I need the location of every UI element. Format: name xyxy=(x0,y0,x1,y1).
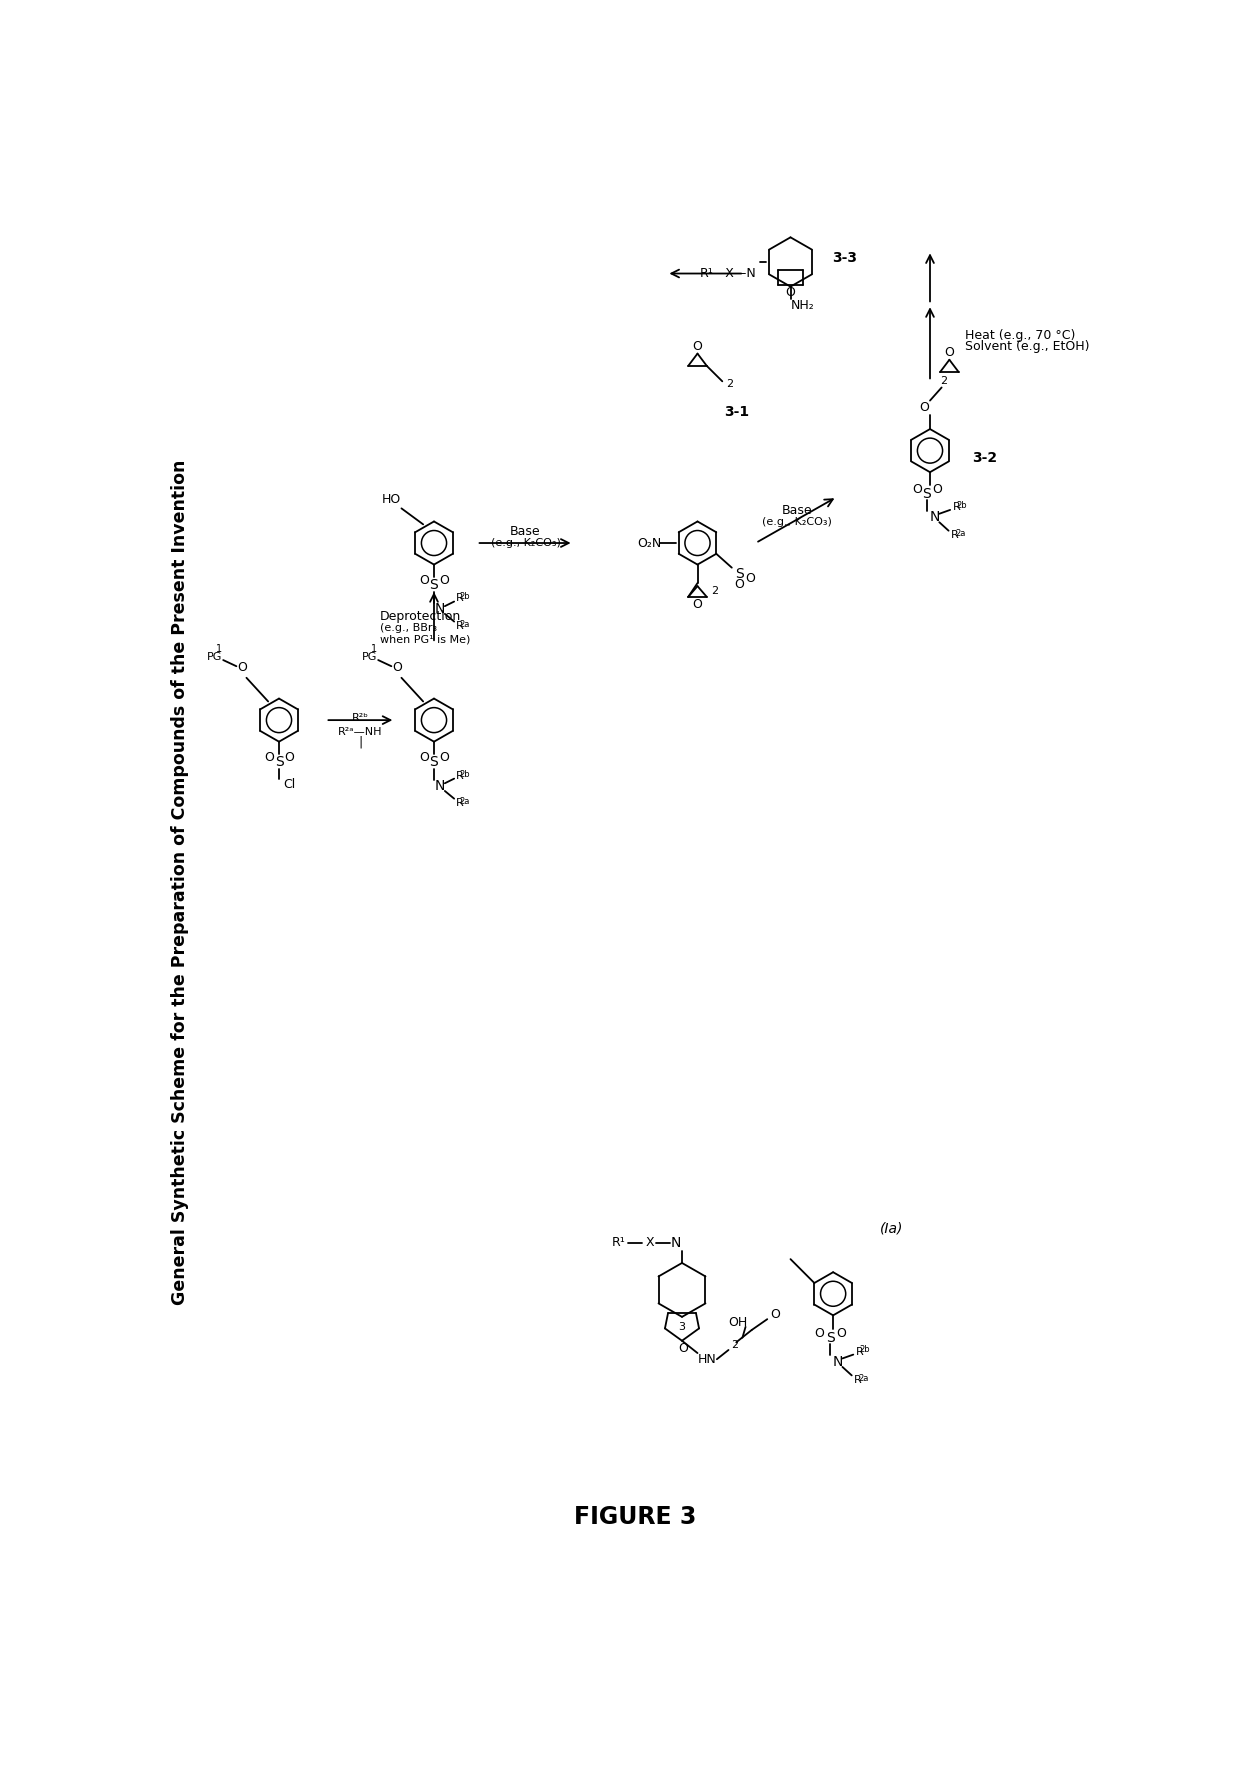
Text: R: R xyxy=(952,502,960,512)
Text: O₂N: O₂N xyxy=(637,537,662,549)
Text: N: N xyxy=(671,1236,681,1250)
Text: R: R xyxy=(856,1346,863,1356)
Text: 2b: 2b xyxy=(956,502,967,510)
Text: 2: 2 xyxy=(732,1340,738,1351)
Text: N: N xyxy=(832,1355,843,1369)
Text: Deprotection: Deprotection xyxy=(379,609,461,623)
Text: Solvent (e.g., EtOH): Solvent (e.g., EtOH) xyxy=(965,341,1090,353)
Text: R: R xyxy=(854,1376,862,1385)
Text: Base: Base xyxy=(510,525,541,539)
Text: |: | xyxy=(358,735,362,749)
Text: R: R xyxy=(951,530,959,540)
Text: NH₂: NH₂ xyxy=(791,300,815,313)
Text: OH: OH xyxy=(728,1316,748,1328)
Text: Base: Base xyxy=(781,503,812,517)
Text: O: O xyxy=(836,1326,846,1340)
Text: O: O xyxy=(678,1342,688,1355)
Text: N: N xyxy=(435,602,445,616)
Text: 2b: 2b xyxy=(460,770,470,779)
Text: O: O xyxy=(237,660,247,675)
Text: O: O xyxy=(693,341,702,353)
Text: HO: HO xyxy=(382,493,401,507)
Text: (e.g., K₂CO₃): (e.g., K₂CO₃) xyxy=(491,539,560,547)
Text: O: O xyxy=(284,751,294,765)
Text: Cl: Cl xyxy=(283,779,295,791)
Text: O: O xyxy=(439,574,449,588)
Text: HN: HN xyxy=(697,1353,717,1365)
Text: 2a: 2a xyxy=(460,620,470,629)
Text: O: O xyxy=(932,482,942,496)
Text: R¹: R¹ xyxy=(611,1236,625,1250)
Text: S: S xyxy=(429,756,439,770)
Text: O: O xyxy=(419,751,429,765)
Text: N: N xyxy=(435,779,445,793)
Text: 2a: 2a xyxy=(460,796,470,807)
Text: X: X xyxy=(645,1236,653,1250)
Text: General Synthetic Scheme for the Preparation of Compounds of the Present Inventi: General Synthetic Scheme for the Prepara… xyxy=(171,459,188,1305)
Text: R²ᵃ—NH: R²ᵃ—NH xyxy=(339,726,383,736)
Text: 2: 2 xyxy=(940,376,947,387)
Text: (e.g., K₂CO₃): (e.g., K₂CO₃) xyxy=(761,517,832,528)
Text: R: R xyxy=(456,770,464,781)
Text: 2b: 2b xyxy=(460,592,470,602)
Text: 2b: 2b xyxy=(859,1346,870,1355)
Text: O: O xyxy=(911,482,921,496)
Text: S: S xyxy=(923,487,931,502)
Text: PG: PG xyxy=(362,652,377,662)
Text: PG: PG xyxy=(207,652,222,662)
Text: R¹—X—N: R¹—X—N xyxy=(701,267,756,281)
Text: 2a: 2a xyxy=(858,1374,868,1383)
Text: S: S xyxy=(735,567,744,581)
Text: 2: 2 xyxy=(711,586,718,595)
Text: R: R xyxy=(456,593,464,604)
Text: 3: 3 xyxy=(678,1323,686,1332)
Text: O: O xyxy=(419,574,429,588)
Text: O: O xyxy=(745,572,755,585)
Text: O: O xyxy=(770,1309,780,1321)
Text: 2: 2 xyxy=(727,380,734,389)
Text: O: O xyxy=(815,1326,825,1340)
Text: 3-2: 3-2 xyxy=(972,452,997,464)
Text: S: S xyxy=(429,579,439,592)
Text: R²ᵇ: R²ᵇ xyxy=(352,713,368,722)
Text: R: R xyxy=(456,798,464,809)
Text: 2a: 2a xyxy=(955,530,966,539)
Text: O: O xyxy=(439,751,449,765)
Text: 1: 1 xyxy=(216,645,222,653)
Text: S: S xyxy=(274,756,284,770)
Text: N: N xyxy=(930,510,940,525)
Text: O: O xyxy=(264,751,274,765)
Text: when PG¹ is Me): when PG¹ is Me) xyxy=(379,634,470,645)
Text: O: O xyxy=(734,577,744,592)
Text: O: O xyxy=(919,401,929,413)
Text: O: O xyxy=(786,286,795,298)
Text: S: S xyxy=(826,1330,835,1344)
Text: 3-3: 3-3 xyxy=(832,251,857,265)
Text: O: O xyxy=(392,660,402,675)
Text: O: O xyxy=(945,346,955,358)
Text: R: R xyxy=(456,622,464,630)
Text: (e.g., BBr₃: (e.g., BBr₃ xyxy=(379,623,436,632)
Text: O: O xyxy=(693,599,702,611)
Text: Heat (e.g., 70 °C): Heat (e.g., 70 °C) xyxy=(965,328,1075,341)
Text: 3-1: 3-1 xyxy=(724,404,749,419)
Text: FIGURE 3: FIGURE 3 xyxy=(574,1505,697,1529)
Text: 1: 1 xyxy=(371,645,377,653)
Text: (Ia): (Ia) xyxy=(879,1222,903,1236)
